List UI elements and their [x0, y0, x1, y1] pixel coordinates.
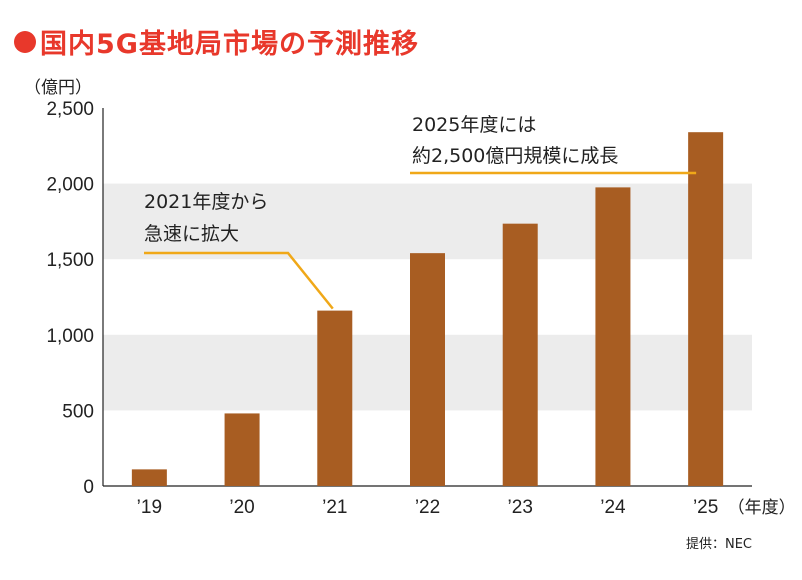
- x-tick-label: ’19: [137, 497, 162, 518]
- x-tick-label: ’23: [508, 497, 533, 518]
- y-tick-label: 500: [62, 401, 94, 422]
- x-tick-label: ’20: [229, 497, 254, 518]
- bar: [317, 310, 353, 486]
- source-credit: 提供：NEC: [686, 536, 752, 552]
- x-axis-unit: （年度）: [728, 498, 796, 518]
- x-tick-label: ’24: [600, 497, 626, 518]
- annotation-text: 約2,500億円規模に成長: [412, 145, 618, 167]
- bar: [410, 253, 445, 486]
- annotation-text: 2021年度から: [144, 191, 268, 213]
- bar: [502, 223, 538, 486]
- x-tick-label: ’22: [415, 497, 440, 518]
- grid-band: [103, 183, 752, 260]
- bar: [131, 469, 167, 486]
- annotation-text: 急速に拡大: [144, 223, 239, 245]
- chart-title: 国内5G基地局市場の予測推移: [14, 22, 419, 61]
- y-tick-label: 1,500: [46, 250, 94, 271]
- bar: [595, 187, 631, 486]
- annotation-leader-line: [144, 251, 334, 310]
- bar: [688, 132, 724, 486]
- x-tick-label: ’21: [322, 497, 347, 518]
- title-bullet-icon: [14, 30, 36, 53]
- bar: [224, 413, 260, 486]
- y-tick-label: 1,000: [46, 326, 94, 347]
- y-axis-unit: （億円）: [24, 78, 92, 98]
- y-tick-label: 2,500: [46, 99, 94, 120]
- annotation-text: 2025年度には: [412, 114, 536, 136]
- x-tick-label: ’25: [693, 497, 718, 518]
- y-tick-label: 2,000: [46, 175, 94, 196]
- y-tick-label: 0: [83, 477, 94, 498]
- chart-title-text: 国内5G基地局市場の予測推移: [40, 29, 419, 60]
